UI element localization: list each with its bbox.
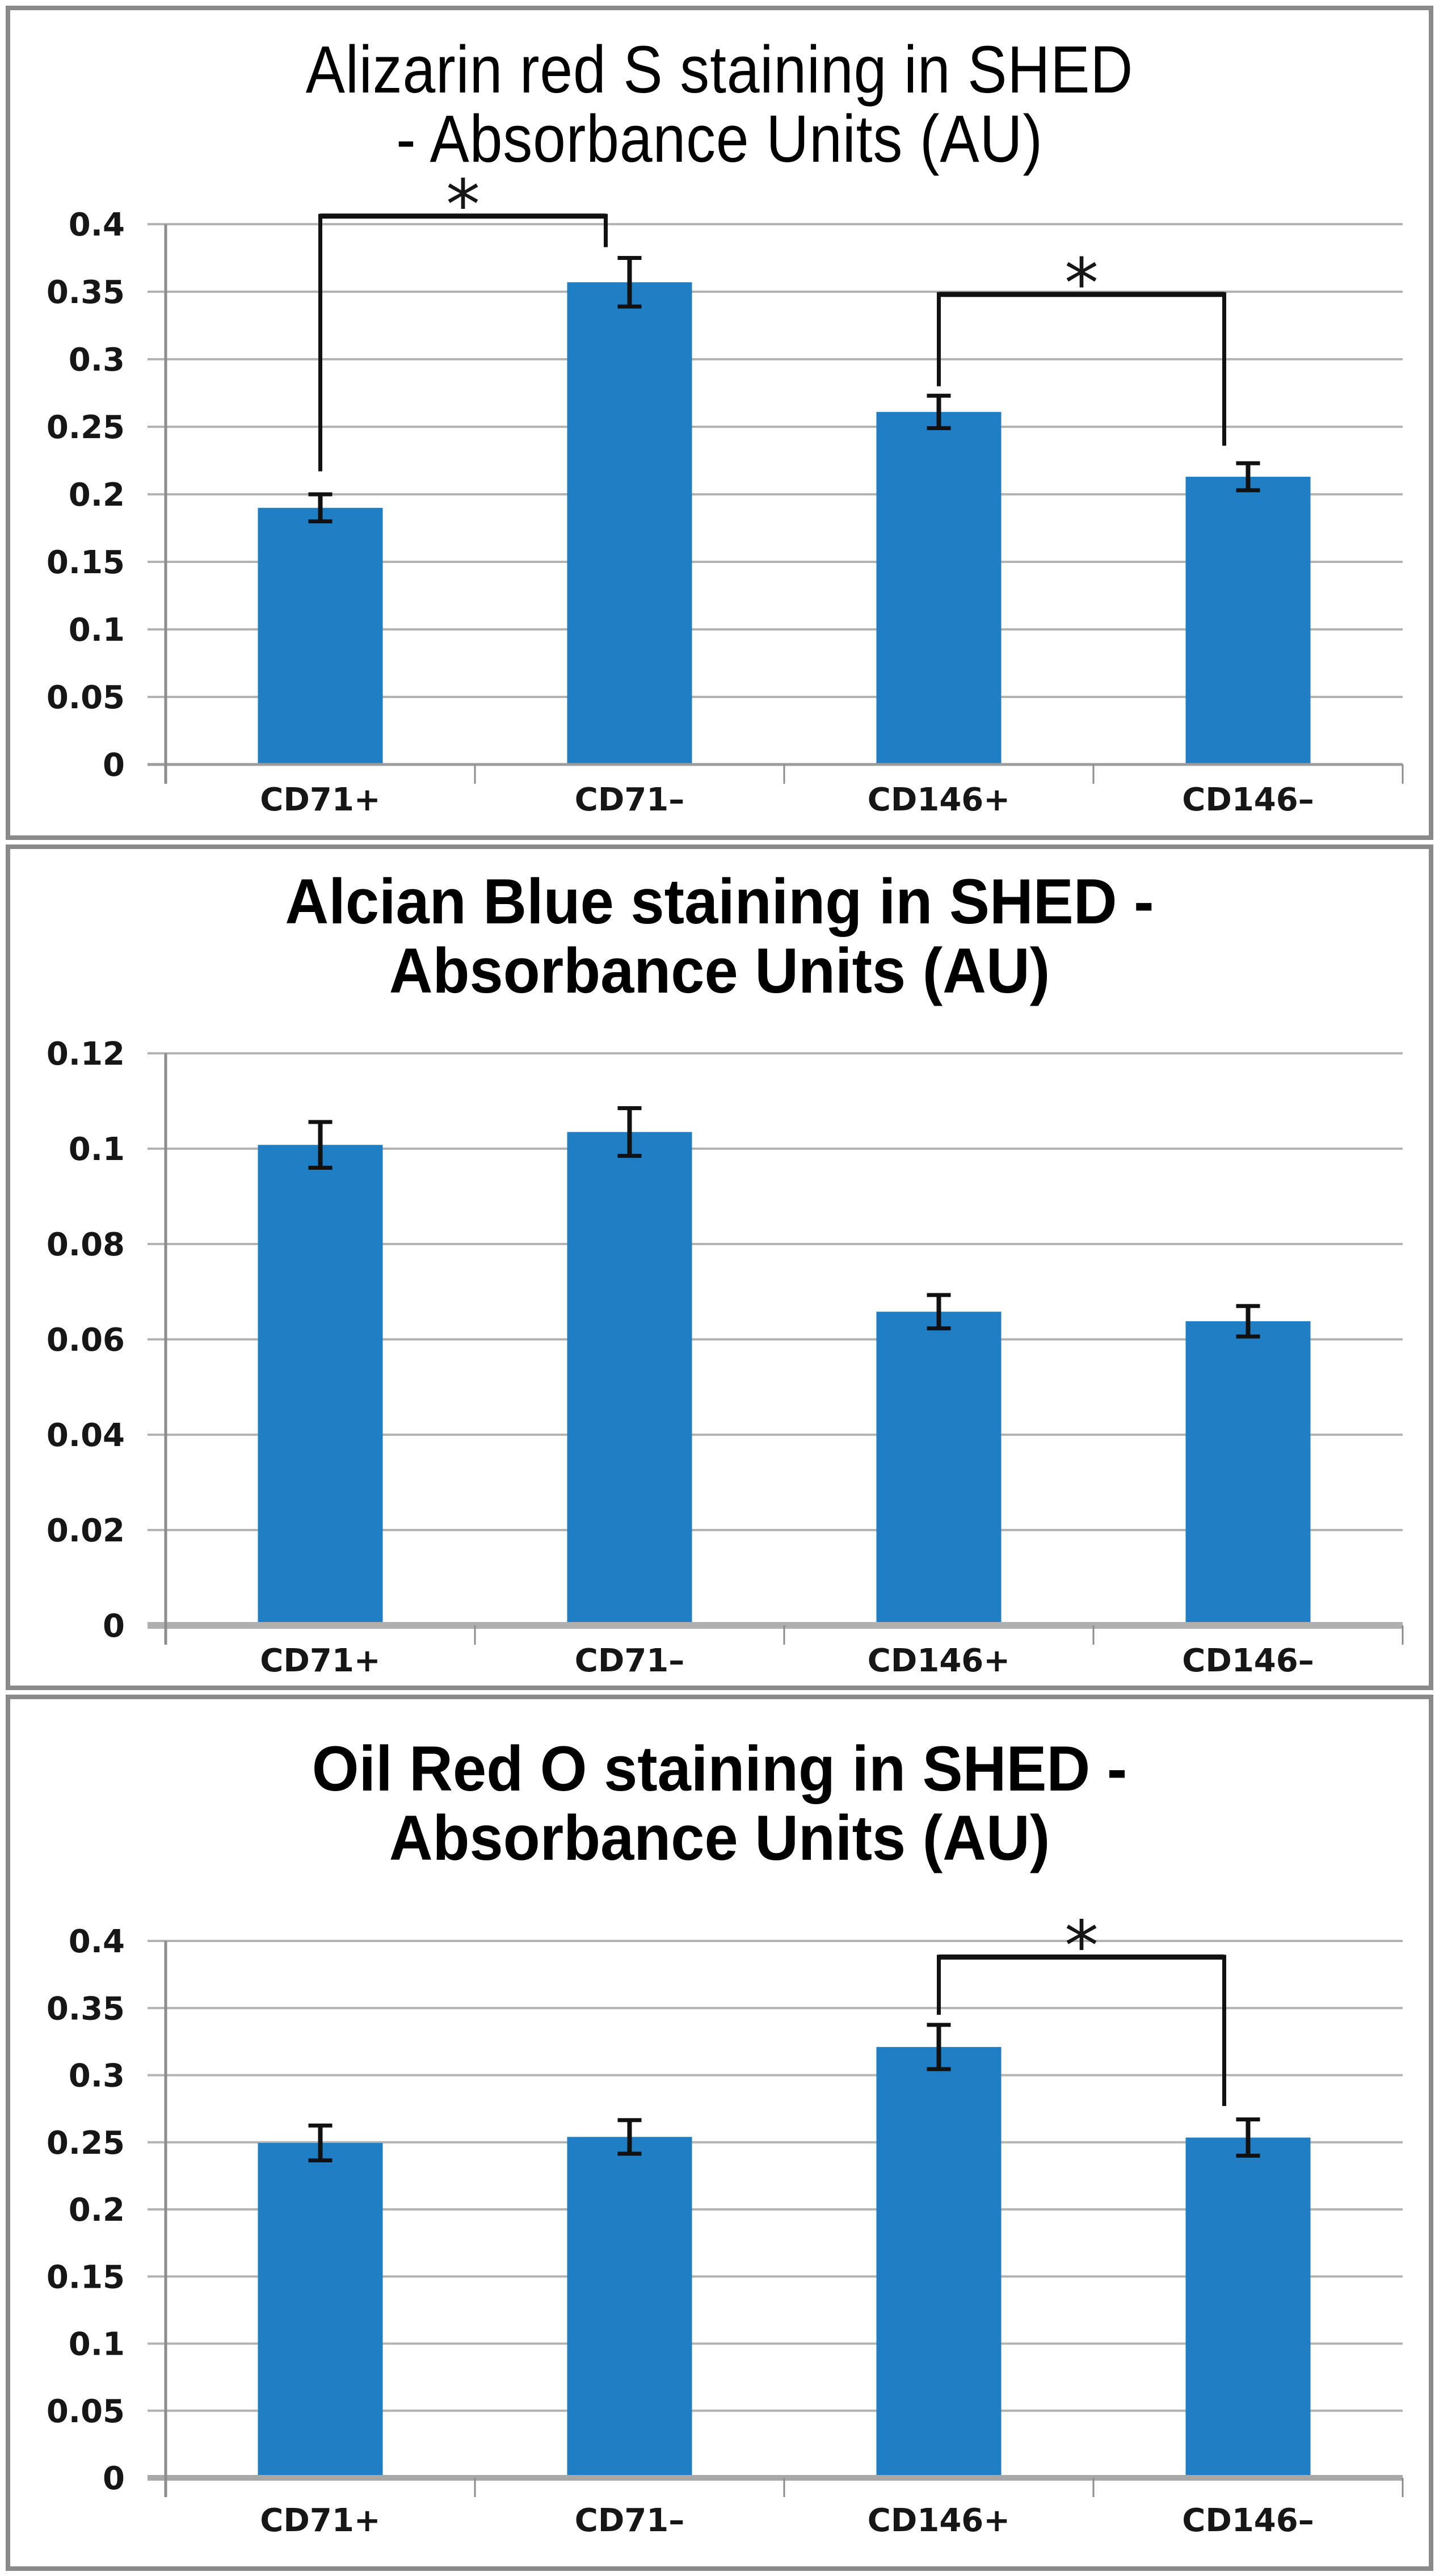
bar — [876, 411, 1002, 764]
chart-title-line1: Oil Red O staining in SHED - — [312, 1733, 1127, 1804]
y-tick-label: 0.2 — [69, 477, 125, 514]
y-tick-label: 0.05 — [47, 2393, 125, 2430]
bar — [567, 282, 692, 765]
significance-star: * — [1064, 245, 1099, 323]
y-tick-label: 0.05 — [47, 679, 125, 716]
y-tick-label: 0.35 — [47, 1990, 125, 2027]
y-tick-label: 0.4 — [69, 207, 125, 243]
chart-title-line2: Absorbance Units (AU) — [389, 935, 1050, 1006]
y-tick-label: 0.02 — [47, 1512, 125, 1549]
x-category-label: CD146– — [1182, 2502, 1314, 2539]
alcian-blue-chart-title: Alcian Blue staining in SHED - Absorbanc… — [0, 867, 1439, 1006]
y-tick-label: 0.1 — [69, 2326, 125, 2363]
y-tick-label: 0.2 — [69, 2192, 125, 2229]
y-tick-label: 0 — [103, 747, 125, 784]
y-tick-label: 0.3 — [69, 342, 125, 379]
y-tick-label: 0.06 — [47, 1322, 125, 1359]
x-category-label: CD71– — [575, 781, 685, 818]
alizarin-chart-title: Alizarin red S staining in SHED - Absorb… — [0, 35, 1439, 174]
y-tick-label: 0.25 — [47, 409, 125, 446]
y-tick-label: 0.15 — [47, 544, 125, 581]
significance-star: * — [1064, 1907, 1099, 1986]
bar — [258, 507, 383, 764]
x-category-label: CD146+ — [868, 2502, 1010, 2539]
x-category-label: CD71+ — [260, 2502, 380, 2539]
x-category-label: CD146– — [1182, 1642, 1314, 1679]
bar — [876, 2046, 1002, 2478]
significance-star: * — [446, 166, 480, 245]
y-tick-label: 0.1 — [69, 1131, 125, 1168]
oil-red-o-chart-title: Oil Red O staining in SHED - Absorbance … — [0, 1734, 1439, 1873]
bar — [258, 1145, 383, 1625]
y-tick-label: 0.15 — [47, 2259, 125, 2296]
bar — [567, 2137, 692, 2478]
chart-title-line1: Alizarin red S staining in SHED — [305, 32, 1134, 107]
y-tick-label: 0 — [103, 1608, 125, 1645]
bar — [1185, 2137, 1311, 2478]
y-tick-label: 0.25 — [47, 2125, 125, 2162]
y-tick-label: 0 — [103, 2460, 125, 2497]
chart-title-line2: Absorbance Units (AU) — [389, 1802, 1050, 1873]
x-category-label: CD146+ — [868, 1642, 1010, 1679]
bar — [1185, 1321, 1311, 1625]
y-tick-label: 0.12 — [47, 1036, 125, 1073]
chart-title-line2: - Absorbance Units (AU) — [396, 102, 1043, 177]
x-category-label: CD71+ — [260, 781, 380, 818]
y-tick-label: 0.08 — [47, 1226, 125, 1263]
bar — [1185, 477, 1311, 764]
y-tick-label: 0.4 — [69, 1923, 125, 1960]
chart-title-line1: Alcian Blue staining in SHED - — [285, 866, 1154, 937]
bar — [876, 1312, 1002, 1625]
x-category-label: CD71– — [575, 1642, 685, 1679]
y-tick-label: 0.3 — [69, 2058, 125, 2095]
bar — [258, 2142, 383, 2478]
x-category-label: CD71– — [575, 2502, 685, 2539]
x-category-label: CD146+ — [868, 781, 1010, 818]
x-category-label: CD146– — [1182, 781, 1314, 818]
y-tick-label: 0.1 — [69, 612, 125, 649]
y-tick-label: 0.35 — [47, 274, 125, 311]
y-tick-label: 0.04 — [47, 1417, 125, 1454]
x-category-label: CD71+ — [260, 1642, 380, 1679]
bar — [567, 1132, 692, 1625]
